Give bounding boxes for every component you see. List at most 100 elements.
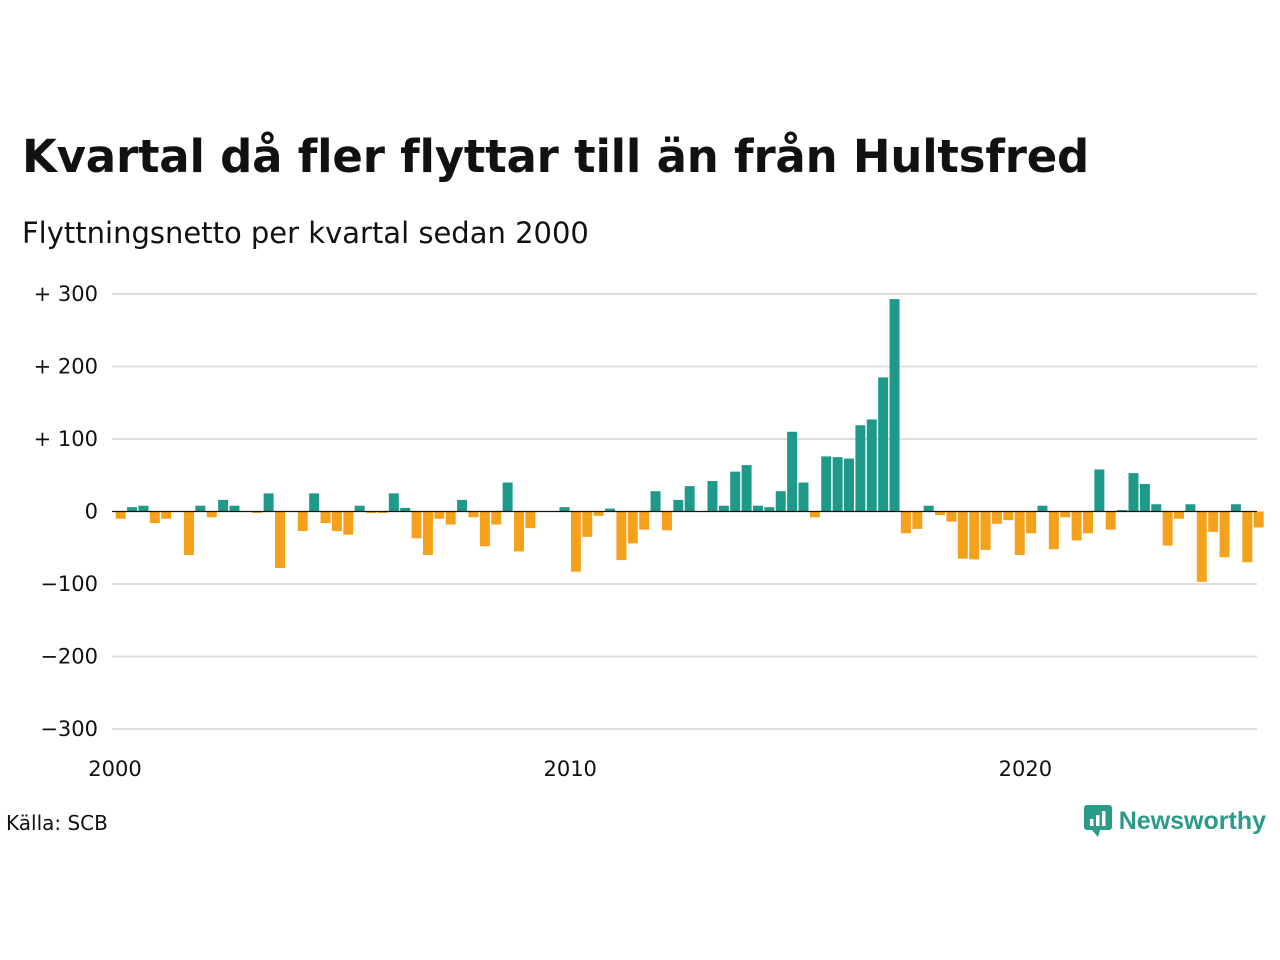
bar	[1139, 483, 1150, 512]
bar	[525, 511, 536, 529]
bar	[1185, 504, 1196, 512]
bar	[275, 511, 285, 569]
bar	[991, 511, 1002, 524]
bar	[605, 508, 616, 512]
newsworthy-logo-icon	[1083, 805, 1112, 837]
bar	[821, 456, 832, 512]
bar	[252, 511, 263, 513]
bar	[923, 505, 934, 512]
bar	[775, 491, 786, 512]
bar	[502, 482, 513, 512]
y-tick-label: −200	[40, 645, 98, 669]
bar	[1219, 511, 1230, 558]
bar	[1162, 511, 1173, 546]
bar	[1037, 505, 1048, 512]
bar	[263, 493, 274, 512]
y-tick-label: + 200	[34, 355, 98, 379]
bar	[661, 511, 672, 531]
bar	[138, 505, 149, 512]
bar	[434, 511, 445, 519]
bar	[320, 511, 331, 524]
bar	[115, 511, 126, 519]
y-tick-label: + 100	[34, 427, 98, 451]
bars	[115, 299, 1264, 582]
y-tick-label: −100	[40, 572, 98, 596]
bar	[457, 499, 468, 512]
bar	[218, 499, 229, 512]
bar	[798, 482, 809, 512]
bar	[1105, 511, 1116, 530]
bar	[149, 511, 160, 524]
bar	[878, 377, 889, 512]
bar	[844, 458, 854, 512]
bar	[957, 511, 968, 559]
bar	[1094, 469, 1105, 512]
bar	[1151, 504, 1162, 512]
bar	[195, 505, 206, 512]
bar	[388, 493, 399, 512]
bar	[764, 507, 775, 512]
x-axis-labels: 2000 2010 2020	[88, 757, 1052, 781]
bar	[946, 511, 957, 522]
bar	[639, 511, 650, 530]
bar	[479, 511, 490, 547]
bar	[889, 299, 900, 512]
bar	[900, 511, 911, 534]
bar	[935, 511, 946, 516]
bar	[1117, 510, 1128, 512]
bar	[969, 511, 980, 560]
bar	[1174, 511, 1185, 519]
bar	[422, 511, 433, 555]
bar	[582, 511, 593, 537]
chart-title: Kvartal då fler flyttar till än från Hul…	[22, 130, 1090, 183]
bar	[206, 511, 217, 518]
y-tick-label: 0	[85, 500, 98, 524]
bar	[866, 419, 877, 512]
bar	[445, 511, 456, 525]
bar	[718, 505, 729, 512]
bar	[684, 486, 695, 512]
bar	[354, 505, 365, 512]
bar	[331, 511, 342, 532]
x-tick-label: 2020	[999, 757, 1052, 781]
bar	[1048, 511, 1059, 550]
bar	[1242, 511, 1253, 563]
bar	[752, 505, 763, 512]
bar	[1128, 473, 1139, 512]
bar	[127, 507, 138, 512]
bar	[570, 511, 581, 572]
bar	[366, 511, 377, 513]
bar	[559, 507, 570, 512]
bar	[912, 511, 923, 529]
bar	[343, 511, 354, 535]
bar-chart: + 300 + 200 + 100 0 −100 −200 −300 2000 2010 202…	[34, 282, 1264, 781]
bar	[787, 431, 798, 512]
bar	[855, 425, 866, 512]
gridlines	[112, 293, 1257, 730]
bar	[309, 493, 320, 512]
bar	[1208, 511, 1219, 532]
bar	[627, 511, 638, 544]
bar	[1026, 511, 1037, 534]
bar	[1230, 504, 1241, 512]
bar	[1253, 511, 1264, 528]
bar	[468, 511, 479, 518]
bar	[650, 491, 661, 512]
bar	[1003, 511, 1014, 521]
y-tick-label: −300	[40, 717, 98, 741]
bar	[491, 511, 502, 525]
newsworthy-logo: Newsworthy	[1083, 804, 1266, 838]
x-tick-label: 2010	[543, 757, 596, 781]
bar	[1060, 511, 1071, 518]
bar	[980, 511, 991, 550]
bar	[809, 511, 820, 518]
y-axis-labels: + 300 + 200 + 100 0 −100 −200 −300	[34, 282, 98, 741]
x-tick-label: 2000	[88, 757, 141, 781]
source-note: Källa: SCB	[6, 811, 108, 835]
y-tick-label: + 300	[34, 282, 98, 306]
bar	[707, 481, 718, 512]
bar	[377, 511, 388, 513]
bar	[411, 511, 422, 539]
chart-subtitle: Flyttningsnetto per kvartal sedan 2000	[22, 216, 589, 250]
bar	[673, 499, 684, 512]
